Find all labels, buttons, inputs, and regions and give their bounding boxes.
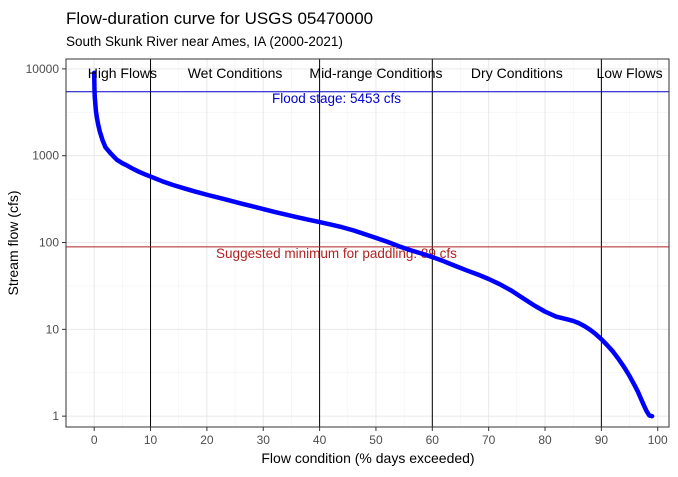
reference-line-label: Suggested minimum for paddling: 89 cfs — [216, 246, 457, 261]
x-tick-label: 60 — [426, 433, 440, 447]
y-axis-label: Stream flow (cfs) — [5, 190, 21, 295]
chart-subtitle: South Skunk River near Ames, IA (2000-20… — [66, 34, 343, 49]
flow-duration-series-line — [91, 70, 655, 419]
y-axis: 1 10 100 1000 10000 — [26, 62, 66, 423]
zone-labels: High Flows Wet Conditions Mid-range Condit… — [88, 65, 663, 81]
zone-label: Mid-range Conditions — [309, 65, 442, 81]
reference-line-label: Flood stage: 5453 cfs — [272, 91, 401, 106]
x-tick-label: 10 — [144, 433, 158, 447]
x-tick-label: 90 — [595, 433, 609, 447]
zone-label: Low Flows — [596, 65, 662, 81]
y-tick-label: 1 — [52, 409, 59, 423]
y-tick-label: 100 — [39, 236, 59, 250]
y-tick-label: 10000 — [26, 62, 60, 76]
x-tick-label: 0 — [91, 433, 98, 447]
zone-label: High Flows — [88, 65, 157, 81]
x-tick-label: 40 — [313, 433, 327, 447]
zone-label: Dry Conditions — [471, 65, 563, 81]
x-tick-label: 100 — [648, 433, 668, 447]
x-tick-label: 50 — [369, 433, 383, 447]
x-tick-label: 20 — [200, 433, 214, 447]
series-layer — [91, 70, 655, 419]
x-tick-label: 30 — [257, 433, 271, 447]
chart-title: Flow-duration curve for USGS 05470000 — [66, 9, 373, 28]
y-tick-label: 1000 — [32, 149, 59, 163]
zone-boundary-lines — [150, 59, 602, 427]
grid-layer — [66, 59, 669, 427]
x-axis: 0 10 20 30 40 50 60 70 80 90 100 — [91, 427, 668, 447]
x-axis-label: Flow condition (% days exceeded) — [261, 450, 474, 466]
plot-panel — [66, 59, 669, 427]
zone-label: Wet Conditions — [188, 65, 283, 81]
reference-lines: Flood stage: 5453 cfs Suggested minimum f… — [66, 91, 669, 261]
x-tick-label: 80 — [538, 433, 552, 447]
y-tick-label: 10 — [46, 322, 60, 336]
x-tick-label: 70 — [482, 433, 496, 447]
